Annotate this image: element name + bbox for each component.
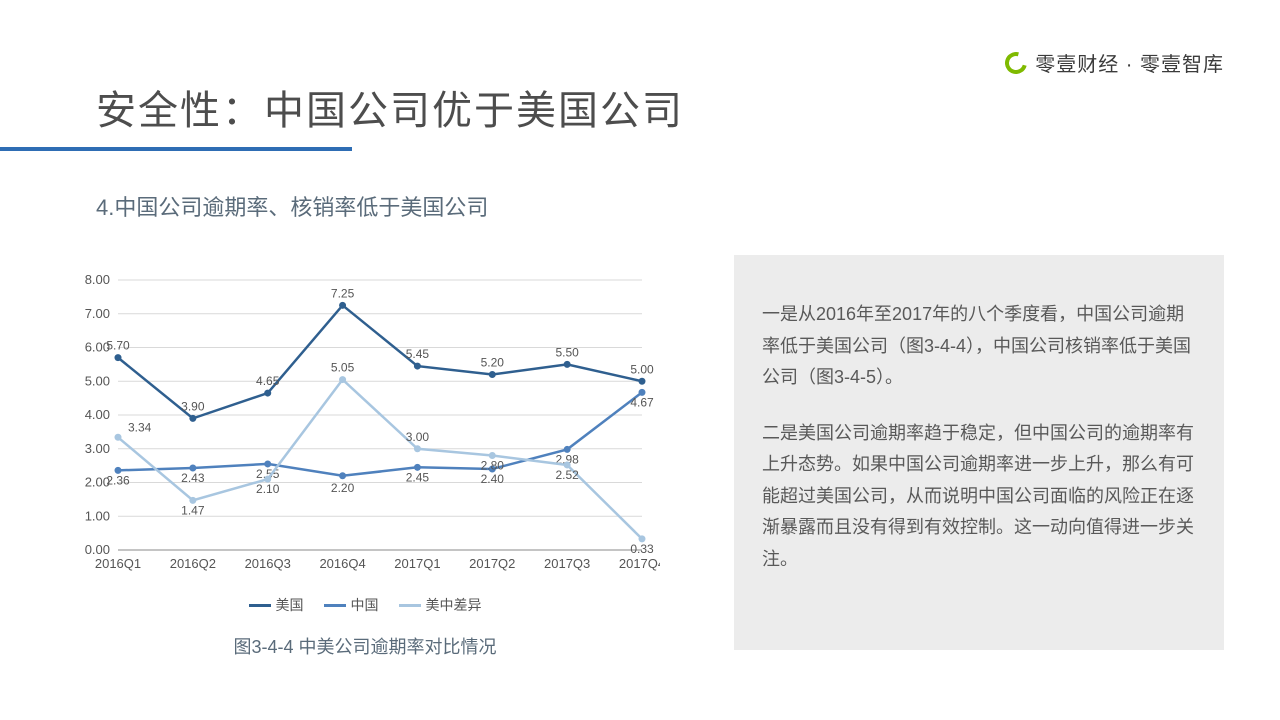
svg-text:2016Q2: 2016Q2 xyxy=(170,556,216,571)
chart-legend: 美国 中国 美中差异 xyxy=(70,595,660,615)
svg-text:2017Q2: 2017Q2 xyxy=(469,556,515,571)
svg-text:2.43: 2.43 xyxy=(181,471,205,485)
legend-item: 美中差异 xyxy=(399,595,482,615)
legend-swatch xyxy=(399,604,421,607)
svg-text:5.00: 5.00 xyxy=(85,373,110,388)
svg-text:2017Q3: 2017Q3 xyxy=(544,556,590,571)
line-chart: 0.001.002.003.004.005.006.007.008.002016… xyxy=(70,270,660,590)
svg-text:2.10: 2.10 xyxy=(256,482,280,496)
sidebar-text-panel: 一是从2016年至2017年的八个季度看，中国公司逾期率低于美国公司（图3-4-… xyxy=(734,255,1224,650)
brand-text: 零壹财经 · 零壹智库 xyxy=(1035,48,1224,77)
svg-text:0.00: 0.00 xyxy=(85,542,110,557)
svg-text:5.20: 5.20 xyxy=(481,356,505,370)
svg-text:5.70: 5.70 xyxy=(106,339,130,353)
svg-text:4.67: 4.67 xyxy=(630,395,654,409)
sidebar-paragraph-2: 二是美国公司逾期率趋于稳定，但中国公司的逾期率有上升态势。如果中国公司逾期率进一… xyxy=(762,418,1196,576)
svg-text:2.20: 2.20 xyxy=(331,481,355,495)
svg-text:3.34: 3.34 xyxy=(128,420,152,434)
svg-text:2016Q3: 2016Q3 xyxy=(245,556,291,571)
svg-text:5.50: 5.50 xyxy=(555,345,579,359)
legend-label: 中国 xyxy=(351,595,379,615)
legend-swatch xyxy=(324,604,346,607)
legend-label: 美国 xyxy=(276,595,304,615)
brand-logo-icon xyxy=(1001,47,1031,77)
legend-item: 美国 xyxy=(249,595,304,615)
svg-text:4.00: 4.00 xyxy=(85,407,110,422)
svg-text:2016Q4: 2016Q4 xyxy=(319,556,365,571)
legend-label: 美中差异 xyxy=(426,595,482,615)
svg-text:5.05: 5.05 xyxy=(331,361,355,375)
svg-text:2.80: 2.80 xyxy=(481,459,505,473)
sidebar-paragraph-1: 一是从2016年至2017年的八个季度看，中国公司逾期率低于美国公司（图3-4-… xyxy=(762,299,1196,394)
subtitle: 4.中国公司逾期率、核销率低于美国公司 xyxy=(96,190,488,222)
legend-swatch xyxy=(249,604,271,607)
svg-text:1.47: 1.47 xyxy=(181,503,205,517)
svg-text:3.00: 3.00 xyxy=(85,441,110,456)
svg-text:5.00: 5.00 xyxy=(630,362,654,376)
svg-text:5.45: 5.45 xyxy=(406,347,430,361)
chart-container: 0.001.002.003.004.005.006.007.008.002016… xyxy=(70,270,660,630)
svg-text:2.36: 2.36 xyxy=(106,473,130,487)
svg-text:3.90: 3.90 xyxy=(181,399,205,413)
svg-text:2.45: 2.45 xyxy=(406,470,430,484)
svg-text:2.52: 2.52 xyxy=(555,468,579,482)
page-title: 安全性：中国公司优于美国公司 xyxy=(96,78,684,136)
brand: 零壹财经 · 零壹智库 xyxy=(1005,48,1224,77)
svg-text:3.00: 3.00 xyxy=(406,430,430,444)
svg-text:0.33: 0.33 xyxy=(630,542,654,556)
svg-text:8.00: 8.00 xyxy=(85,272,110,287)
svg-text:7.25: 7.25 xyxy=(331,286,355,300)
svg-text:2017Q4: 2017Q4 xyxy=(619,556,660,571)
chart-caption: 图3-4-4 中美公司逾期率对比情况 xyxy=(70,633,660,659)
slide: 零壹财经 · 零壹智库 安全性：中国公司优于美国公司 4.中国公司逾期率、核销率… xyxy=(0,0,1280,720)
svg-text:2.40: 2.40 xyxy=(481,472,505,486)
svg-text:4.65: 4.65 xyxy=(256,374,280,388)
legend-item: 中国 xyxy=(324,595,379,615)
title-underline xyxy=(0,147,352,151)
svg-text:7.00: 7.00 xyxy=(85,306,110,321)
svg-text:2017Q1: 2017Q1 xyxy=(394,556,440,571)
svg-text:1.00: 1.00 xyxy=(85,508,110,523)
svg-text:2016Q1: 2016Q1 xyxy=(95,556,141,571)
